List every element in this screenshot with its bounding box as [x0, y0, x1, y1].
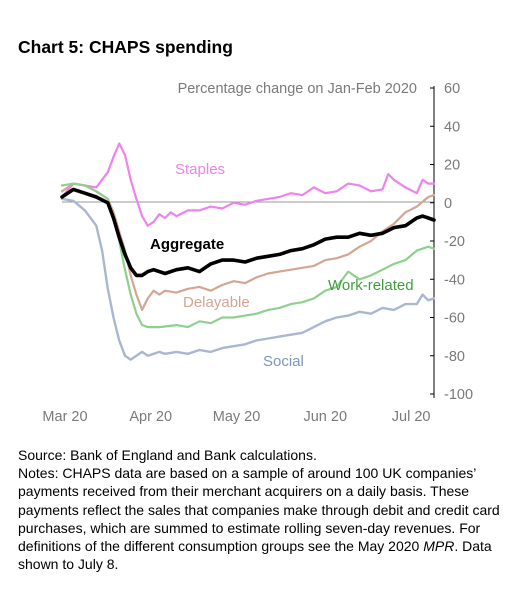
series-line-social [60, 197, 436, 361]
label-aggregate: Aggregate [150, 236, 224, 253]
y-tick-label: 60 [444, 81, 460, 97]
x-axis-ticks: Mar 20 Apr 20 May 20 Jun 20 Jul 20 [42, 409, 430, 425]
notes-text: Notes: CHAPS data are based on a sample … [18, 464, 510, 573]
label-work-related: Work-related [328, 277, 414, 294]
notes-text-main: Notes: CHAPS data are based on a sample … [18, 465, 500, 555]
series-lines [60, 142, 436, 361]
x-tick-label: Jun 20 [303, 409, 347, 425]
y-tick-label: 0 [444, 196, 452, 212]
x-tick-label: Mar 20 [42, 409, 87, 425]
y-tick-label: 40 [444, 119, 460, 135]
x-tick-label: Jul 20 [392, 409, 431, 425]
series-line-aggregate [60, 187, 436, 278]
chart-subtitle: Percentage change on Jan-Feb 2020 [178, 81, 417, 97]
y-tick-label: -40 [444, 272, 465, 288]
y-tick-label: -100 [444, 387, 473, 403]
x-tick-label: May 20 [213, 409, 261, 425]
chart-notes: Source: Bank of England and Bank calcula… [18, 446, 510, 573]
y-tick-label: 20 [444, 158, 460, 174]
series-labels: Staples Aggregate Delayable Work-related… [150, 161, 414, 370]
y-axis-ticks: 60 40 20 0 -20 -40 -60 -80 -100 [430, 81, 473, 403]
series-line-staples [60, 142, 436, 227]
chart: Percentage change on Jan-Feb 2020 60 40 20… [42, 81, 473, 425]
label-staples: Staples [175, 161, 225, 178]
source-text: Source: Bank of England and Bank calcula… [18, 447, 317, 463]
chart-title: Chart 5: CHAPS spending [18, 37, 233, 57]
notes-text-italic: MPR [423, 538, 455, 555]
notes-text-end: . Data shown to July 8. [18, 538, 492, 573]
label-social: Social [263, 353, 304, 370]
label-delayable: Delayable [183, 294, 250, 311]
y-tick-label: -80 [444, 349, 465, 365]
y-tick-label: -60 [444, 311, 465, 327]
x-tick-label: Apr 20 [129, 409, 172, 425]
y-tick-label: -20 [444, 234, 465, 250]
